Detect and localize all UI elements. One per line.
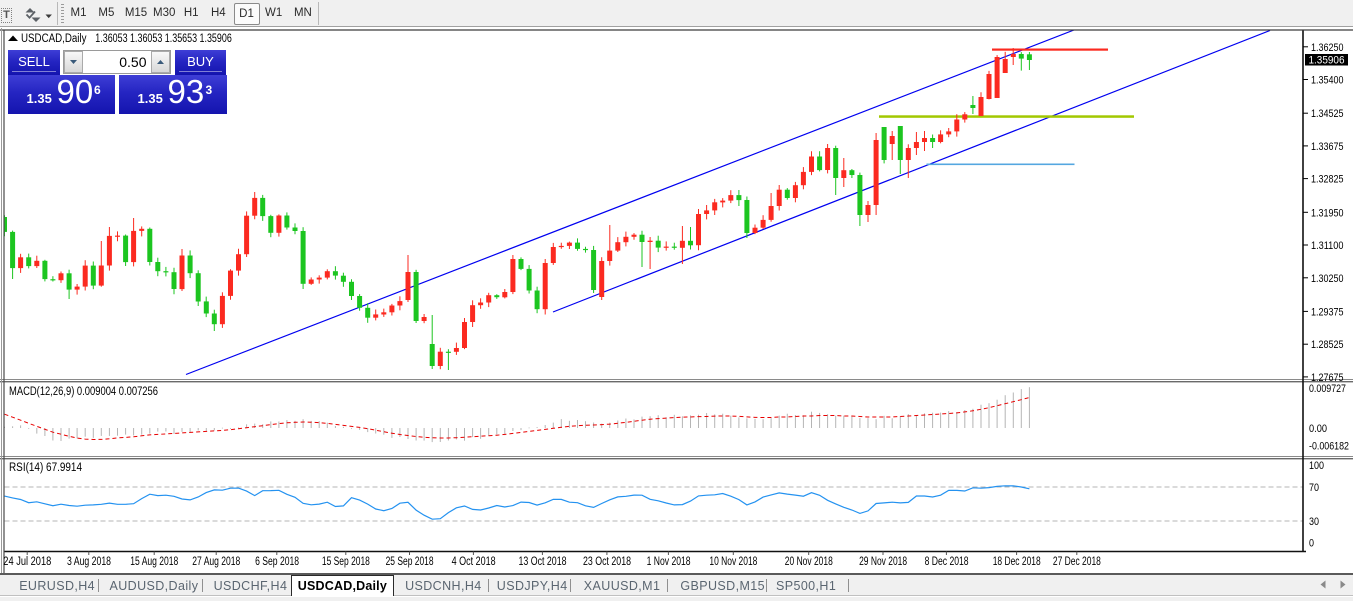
svg-text:15 Aug 2018: 15 Aug 2018 [130, 556, 178, 568]
svg-text:24 Jul 2018: 24 Jul 2018 [3, 556, 51, 568]
svg-text:3 Aug 2018: 3 Aug 2018 [67, 556, 111, 568]
svg-text:15 Sep 2018: 15 Sep 2018 [322, 556, 370, 568]
svg-text:1.27675: 1.27675 [1311, 372, 1344, 384]
svg-text:1.35906: 1.35906 [1309, 55, 1345, 67]
svg-text:1.31950: 1.31950 [1311, 207, 1344, 219]
svg-text:4 Oct 2018: 4 Oct 2018 [452, 556, 496, 568]
svg-text:20 Nov 2018: 20 Nov 2018 [785, 556, 833, 568]
svg-text:70: 70 [1309, 482, 1319, 494]
svg-text:0.009727: 0.009727 [1309, 383, 1346, 395]
svg-text:10 Nov 2018: 10 Nov 2018 [709, 556, 757, 568]
svg-text:1.34525: 1.34525 [1311, 108, 1344, 120]
svg-text:-0.006182: -0.006182 [1309, 441, 1349, 453]
svg-text:1.36053 1.36053 1.35653 1.3590: 1.36053 1.36053 1.35653 1.35906 [95, 33, 232, 45]
svg-text:6 Sep 2018: 6 Sep 2018 [255, 556, 299, 568]
svg-text:27 Aug 2018: 27 Aug 2018 [192, 556, 240, 568]
svg-text:0: 0 [1309, 538, 1314, 550]
svg-text:1.36250: 1.36250 [1311, 42, 1344, 54]
svg-text:1.35400: 1.35400 [1311, 75, 1344, 87]
svg-text:18 Dec 2018: 18 Dec 2018 [993, 556, 1041, 568]
svg-text:MACD(12,26,9) 0.009004 0.00725: MACD(12,26,9) 0.009004 0.007256 [9, 386, 158, 398]
svg-text:1.28525: 1.28525 [1311, 339, 1344, 351]
svg-text:13 Oct 2018: 13 Oct 2018 [519, 556, 567, 568]
svg-text:1.32825: 1.32825 [1311, 174, 1344, 186]
svg-text:1.29375: 1.29375 [1311, 306, 1344, 318]
svg-text:29 Nov 2018: 29 Nov 2018 [859, 556, 907, 568]
svg-text:0.00: 0.00 [1309, 423, 1327, 435]
svg-text:30: 30 [1309, 516, 1319, 528]
svg-text:RSI(14) 67.9914: RSI(14) 67.9914 [9, 462, 83, 474]
svg-text:100: 100 [1309, 460, 1324, 472]
svg-text:27 Dec 2018: 27 Dec 2018 [1053, 556, 1101, 568]
svg-text:1 Nov 2018: 1 Nov 2018 [647, 556, 691, 568]
svg-text:USDCAD,Daily: USDCAD,Daily [21, 33, 87, 45]
svg-text:23 Oct 2018: 23 Oct 2018 [583, 556, 631, 568]
svg-text:1.33675: 1.33675 [1311, 141, 1344, 153]
svg-text:8 Dec 2018: 8 Dec 2018 [925, 556, 969, 568]
svg-text:1.31100: 1.31100 [1311, 240, 1344, 252]
svg-text:1.30250: 1.30250 [1311, 273, 1344, 285]
svg-text:25 Sep 2018: 25 Sep 2018 [386, 556, 434, 568]
